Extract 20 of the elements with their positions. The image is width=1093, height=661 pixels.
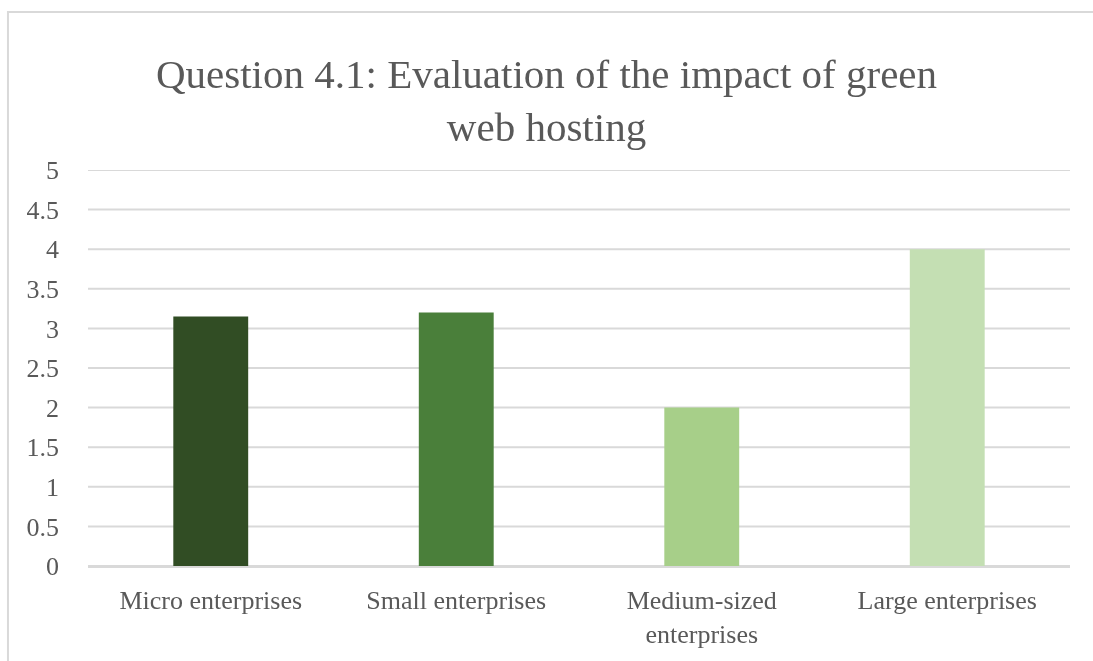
y-tick-label: 5 bbox=[46, 156, 59, 186]
x-tick-label: Large enterprises bbox=[857, 586, 1037, 616]
y-tick-label: 1 bbox=[46, 472, 59, 502]
bar bbox=[173, 316, 249, 566]
chart-title: Question 4.1: Evaluation of the impact of green web hosting bbox=[155, 51, 938, 151]
x-tick-label: Micro enterprises bbox=[119, 586, 303, 616]
x-tick-label: Small enterprises bbox=[366, 586, 547, 616]
bar bbox=[418, 312, 494, 566]
y-tick-label: 1.5 bbox=[26, 433, 59, 463]
y-tick-label: 2 bbox=[46, 393, 59, 423]
y-tick-label: 4.5 bbox=[26, 195, 59, 225]
bar bbox=[909, 249, 985, 566]
y-tick-label: 0 bbox=[46, 552, 59, 582]
y-tick-label: 0.5 bbox=[26, 512, 59, 542]
x-tick-label: Medium-sized enterprises bbox=[626, 586, 777, 649]
y-tick-label: 2.5 bbox=[26, 354, 59, 384]
y-tick-label: 4 bbox=[46, 235, 59, 265]
y-tick-label: 3 bbox=[46, 314, 59, 344]
y-tick-label: 3.5 bbox=[26, 274, 59, 304]
bar bbox=[664, 407, 740, 566]
